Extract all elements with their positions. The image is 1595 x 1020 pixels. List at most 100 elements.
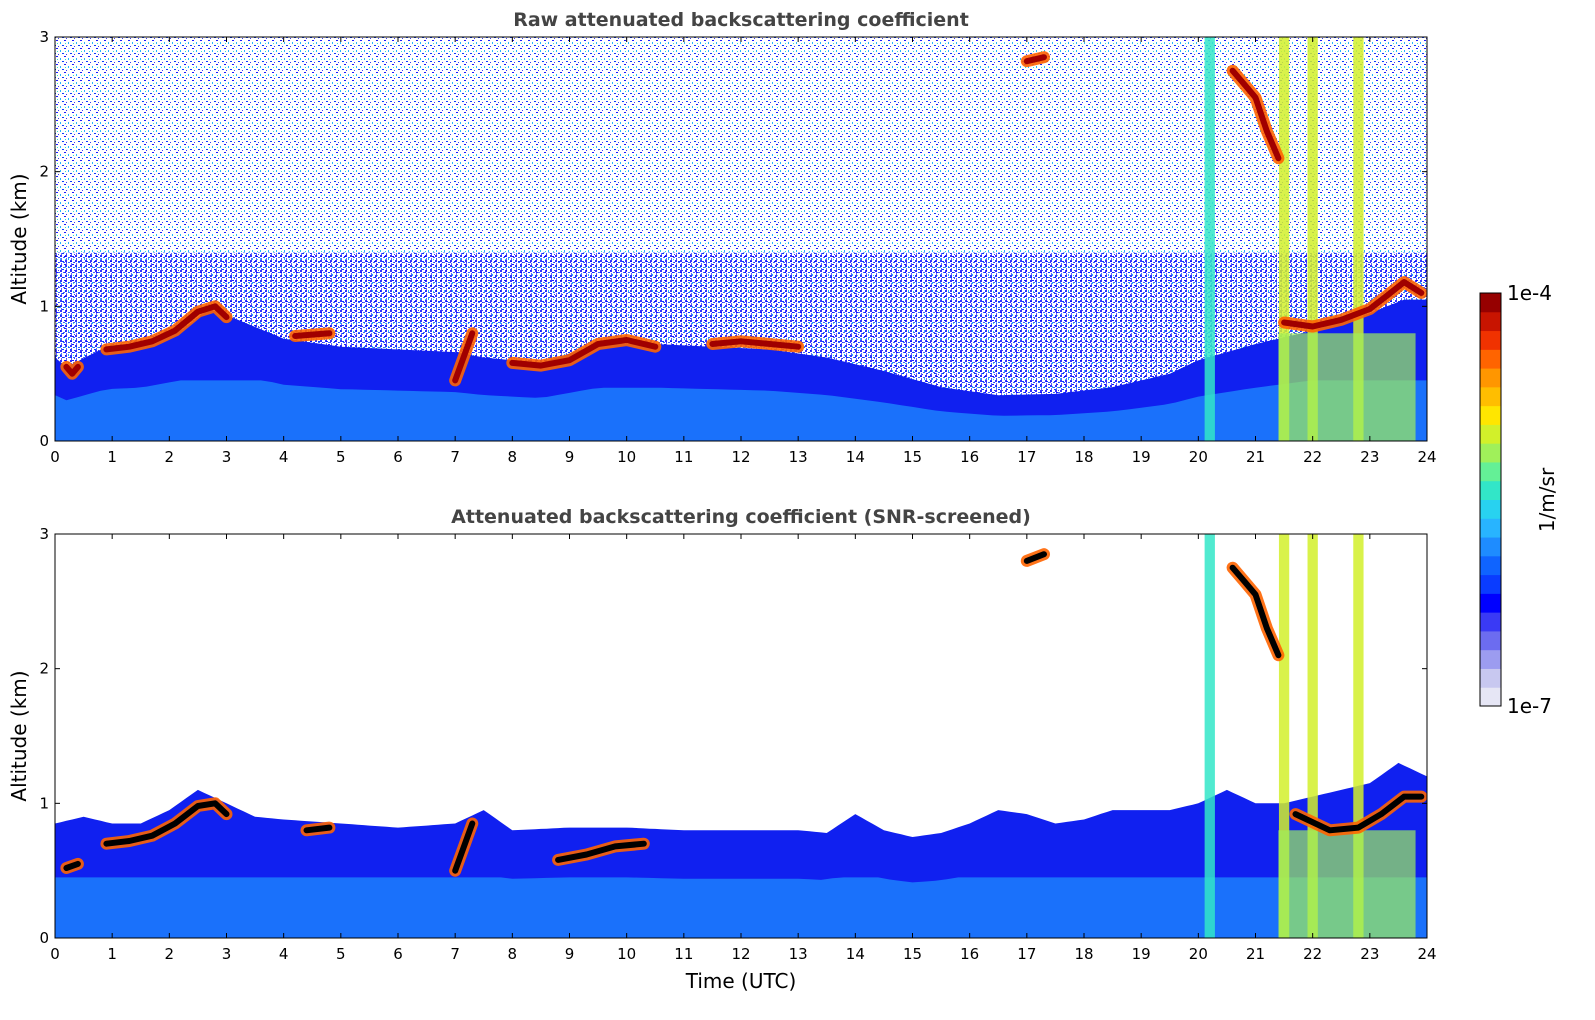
precipitation-column (1278, 534, 1290, 938)
y-tick-label: 1 (39, 297, 49, 315)
x-tick-label: 12 (731, 945, 750, 963)
colorbar-cell (1480, 668, 1501, 688)
x-tick-label: 14 (846, 945, 865, 963)
x-tick-label: 9 (565, 448, 575, 466)
y-tick-label: 1 (39, 794, 49, 812)
heatmap-area (55, 37, 1427, 441)
colorbar-cell (1480, 293, 1501, 313)
colorbar-cell (1480, 443, 1501, 463)
x-tick-label: 2 (165, 448, 175, 466)
cloud-layer (452, 820, 476, 874)
cloud-layer (509, 337, 659, 369)
colorbar-cell (1480, 499, 1501, 519)
colorbar-cell (1480, 349, 1501, 369)
x-tick-label: 11 (674, 945, 693, 963)
colorbar-cell (1480, 330, 1501, 350)
cloud-layer (63, 860, 81, 871)
cloud-layer (103, 800, 230, 847)
x-tick-label: 21 (1246, 945, 1265, 963)
colorbar-cell (1480, 630, 1501, 651)
y-axis-label: Altitude (km) (7, 173, 31, 304)
cloud-layer (1229, 67, 1282, 162)
cloud-layer (1281, 279, 1425, 330)
colorbar-cell (1480, 593, 1501, 613)
x-tick-label: 5 (336, 448, 346, 466)
cloud-layer (1023, 54, 1047, 65)
colorbar-cell (1480, 574, 1501, 594)
colorbar-min-label: 1e-7 (1507, 694, 1552, 718)
colorbar-cell (1480, 386, 1501, 407)
y-tick-label: 2 (39, 163, 49, 181)
x-tick-label: 2 (165, 945, 175, 963)
precipitation-column (1307, 37, 1318, 441)
colorbar-cell (1480, 480, 1501, 500)
x-tick-label: 22 (1303, 945, 1322, 963)
panel-raw: Raw attenuated backscattering coefficien… (7, 9, 1437, 466)
x-tick-label: 18 (1074, 945, 1093, 963)
x-tick-label: 1 (107, 448, 117, 466)
colorbar-unit-label: 1/m/sr (1535, 467, 1559, 532)
chart-title: Raw attenuated backscattering coefficien… (513, 9, 969, 31)
x-tick-label: 17 (1017, 945, 1036, 963)
colorbar-cell (1480, 555, 1501, 576)
colorbar-cell (1480, 687, 1501, 707)
colorbar-scale (1480, 293, 1501, 707)
x-tick-label: 3 (222, 448, 232, 466)
rain-region (1278, 830, 1416, 938)
x-tick-label: 3 (222, 945, 232, 963)
precipitation-column (1204, 37, 1215, 441)
colorbar-cell (1480, 368, 1501, 388)
colorbar-cell (1480, 311, 1501, 332)
x-tick-label: 19 (1132, 448, 1151, 466)
precipitation-column (1307, 534, 1318, 938)
cloud-layer (1292, 793, 1425, 834)
x-tick-label: 23 (1360, 945, 1379, 963)
x-tick-label: 6 (393, 448, 403, 466)
heatmap-area (55, 534, 1427, 938)
precipitation-column (1353, 37, 1364, 441)
cloud-layer (63, 363, 81, 377)
x-tick-label: 11 (674, 448, 693, 466)
cloud-layer (452, 330, 476, 384)
x-tick-label: 23 (1360, 448, 1379, 466)
x-tick-label: 13 (789, 945, 808, 963)
colorbar-cell (1480, 424, 1501, 444)
panel-screened: Attenuated backscattering coefficient (S… (7, 506, 1437, 993)
cloud-layer (709, 338, 802, 350)
colorbar-frame (1479, 292, 1502, 707)
precipitation-column (1204, 534, 1215, 938)
x-tick-label: 4 (279, 448, 289, 466)
precipitation-column (1278, 37, 1290, 441)
x-tick-label: 10 (617, 945, 636, 963)
x-tick-label: 15 (903, 945, 922, 963)
x-tick-label: 19 (1132, 945, 1151, 963)
x-tick-label: 13 (789, 448, 808, 466)
cloud-layer (1023, 551, 1047, 564)
y-tick-label: 2 (39, 660, 49, 678)
colorbar: 1e-4 1e-7 1/m/sr (1479, 281, 1559, 718)
x-tick-label: 9 (565, 945, 575, 963)
chart-title: Attenuated backscattering coefficient (S… (451, 506, 1031, 528)
y-axis: 0 1 2 3 (39, 28, 1427, 450)
x-tick-label: 14 (846, 448, 865, 466)
y-tick-label: 0 (39, 929, 49, 947)
x-tick-label: 24 (1417, 448, 1436, 466)
cloud-layer (1229, 564, 1282, 659)
x-tick-label: 24 (1417, 945, 1436, 963)
x-tick-label: 16 (960, 448, 979, 466)
y-tick-label: 3 (39, 525, 49, 543)
colorbar-cell (1480, 405, 1501, 425)
x-tick-label: 12 (731, 448, 750, 466)
cloud-layer (292, 330, 333, 339)
x-tick-label: 8 (508, 945, 518, 963)
y-tick-label: 3 (39, 28, 49, 46)
rain-region (1278, 333, 1416, 441)
y-axis: 0 1 2 3 (39, 525, 1427, 947)
x-tick-label: 17 (1017, 448, 1036, 466)
colorbar-max-label: 1e-4 (1507, 281, 1552, 305)
x-tick-label: 21 (1246, 448, 1265, 466)
x-tick-label: 16 (960, 945, 979, 963)
x-tick-label: 18 (1074, 448, 1093, 466)
precipitation-column (1353, 534, 1364, 938)
